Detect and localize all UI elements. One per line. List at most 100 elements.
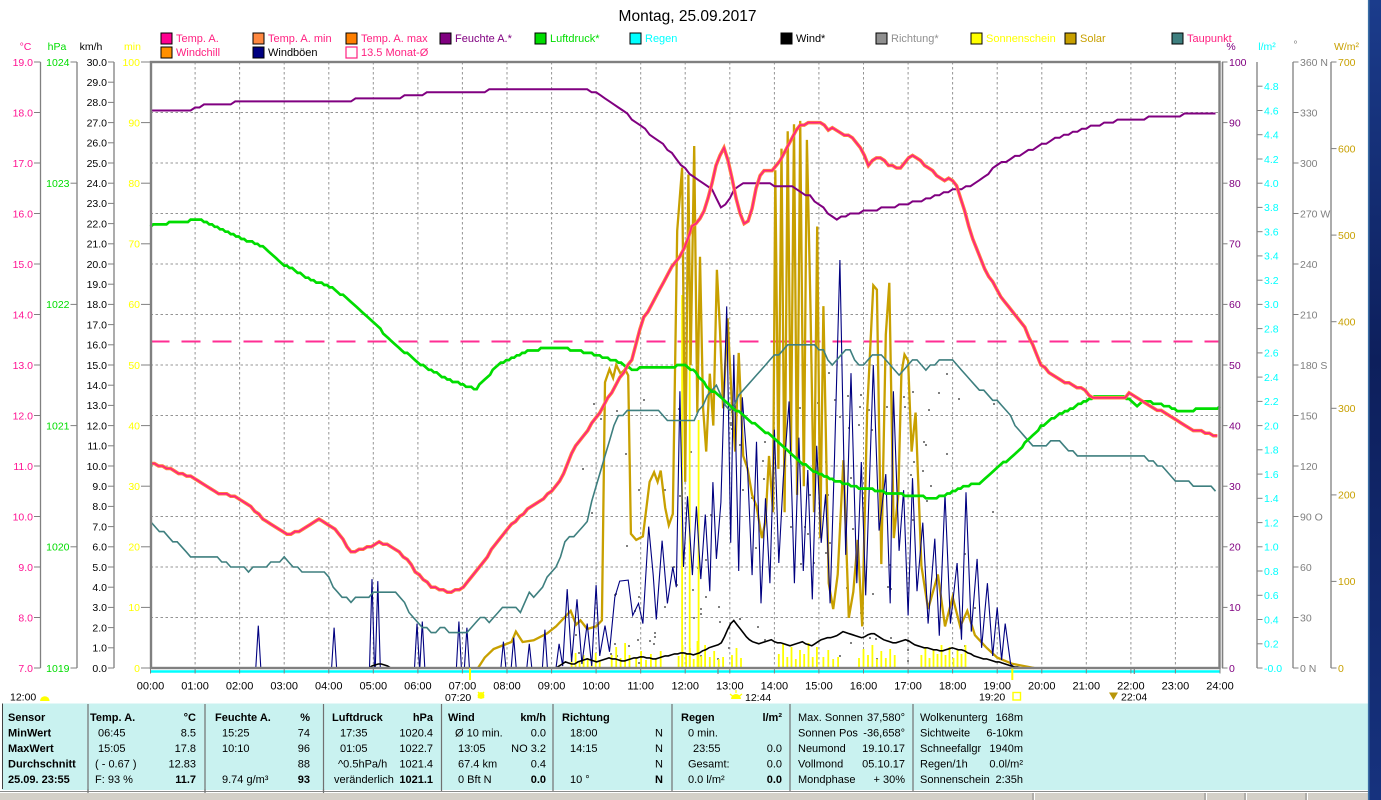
svg-text:23:55: 23:55 <box>693 743 721 755</box>
svg-text:17.0: 17.0 <box>13 158 34 170</box>
svg-text:Windböen: Windböen <box>268 47 318 59</box>
svg-text:Temp. A. max: Temp. A. max <box>361 33 428 45</box>
svg-text:1.8: 1.8 <box>1264 445 1279 457</box>
svg-text:Gesamt:: Gesamt: <box>688 758 730 770</box>
svg-text:13:05: 13:05 <box>458 743 486 755</box>
svg-text:26.0: 26.0 <box>87 138 108 150</box>
svg-text:8.0: 8.0 <box>92 501 107 513</box>
svg-text:1940m: 1940m <box>989 743 1023 755</box>
svg-text:2.0: 2.0 <box>92 622 107 634</box>
svg-text:l/m²: l/m² <box>1258 41 1276 53</box>
svg-text:17.0: 17.0 <box>87 319 108 331</box>
svg-text:Regen/1h: Regen/1h <box>920 758 968 770</box>
svg-text:100: 100 <box>1229 57 1247 69</box>
svg-text:7.0: 7.0 <box>92 521 107 533</box>
svg-text:05.10.17: 05.10.17 <box>862 758 905 770</box>
svg-text:93: 93 <box>298 774 310 786</box>
svg-text:Solar: Solar <box>1080 33 1106 45</box>
svg-text:02:00: 02:00 <box>226 681 254 693</box>
svg-text:0.2: 0.2 <box>1264 639 1279 651</box>
svg-text:18.0: 18.0 <box>87 299 108 311</box>
svg-text:37,580°: 37,580° <box>867 712 905 724</box>
svg-text:67.4 km: 67.4 km <box>458 758 497 770</box>
svg-text:0.0: 0.0 <box>767 743 782 755</box>
svg-text:10: 10 <box>1229 602 1241 614</box>
svg-text:30: 30 <box>128 481 140 493</box>
svg-text:80: 80 <box>128 178 140 190</box>
svg-text:18.0: 18.0 <box>13 107 34 119</box>
svg-text:Temp. A. min: Temp. A. min <box>268 33 332 45</box>
svg-text:9.0: 9.0 <box>92 481 107 493</box>
svg-text:( - 0.67 ): ( - 0.67 ) <box>95 758 137 770</box>
svg-text:Vollmond: Vollmond <box>798 758 843 770</box>
svg-text:2.0: 2.0 <box>1264 420 1279 432</box>
svg-text:01:00: 01:00 <box>181 681 209 693</box>
svg-text:100: 100 <box>1338 576 1356 588</box>
svg-text:14:00: 14:00 <box>761 681 789 693</box>
svg-text:24:00: 24:00 <box>1206 681 1234 693</box>
svg-text:22:04: 22:04 <box>1121 692 1147 704</box>
svg-text:60: 60 <box>1229 299 1241 311</box>
svg-text:°C: °C <box>20 41 32 53</box>
svg-text:90: 90 <box>128 117 140 129</box>
svg-text:03:00: 03:00 <box>270 681 298 693</box>
svg-text:21:00: 21:00 <box>1073 681 1101 693</box>
svg-text:3.2: 3.2 <box>1264 275 1279 287</box>
svg-text:16:00: 16:00 <box>850 681 878 693</box>
svg-text:NO 3.2: NO 3.2 <box>511 743 546 755</box>
svg-text:19.0: 19.0 <box>87 279 108 291</box>
svg-text:15.0: 15.0 <box>13 259 34 271</box>
svg-text:30: 30 <box>1300 612 1312 624</box>
svg-text:Wind*: Wind* <box>796 33 826 45</box>
svg-text:3.0: 3.0 <box>1264 299 1279 311</box>
svg-text:1023: 1023 <box>46 178 70 190</box>
svg-text:4.0: 4.0 <box>1264 178 1279 190</box>
svg-text:100: 100 <box>122 57 140 69</box>
svg-text:-0.0: -0.0 <box>1264 663 1282 675</box>
svg-text:Sonnenschein: Sonnenschein <box>986 33 1056 45</box>
svg-text:0: 0 <box>1338 663 1344 675</box>
svg-text:29.0: 29.0 <box>87 77 108 89</box>
svg-text:168m: 168m <box>995 712 1023 724</box>
svg-text:Richtung*: Richtung* <box>891 33 939 45</box>
svg-text:4.6: 4.6 <box>1264 105 1279 117</box>
svg-text:3.4: 3.4 <box>1264 251 1279 263</box>
svg-text:11.0: 11.0 <box>13 461 33 473</box>
svg-text:06:45: 06:45 <box>98 727 126 739</box>
svg-text:4.4: 4.4 <box>1264 130 1279 142</box>
svg-text:30: 30 <box>1229 481 1241 493</box>
svg-text:MaxWert: MaxWert <box>8 743 54 755</box>
svg-text:120: 120 <box>1300 461 1318 473</box>
svg-text:40: 40 <box>128 420 140 432</box>
svg-text:27.0: 27.0 <box>87 117 108 129</box>
svg-text:60: 60 <box>1300 562 1312 574</box>
svg-text:17.8: 17.8 <box>175 743 196 755</box>
svg-text:^0.5hPa/h: ^0.5hPa/h <box>338 758 387 770</box>
svg-text:hPa: hPa <box>48 41 67 53</box>
svg-text:0.0: 0.0 <box>531 774 546 786</box>
svg-text:74: 74 <box>298 727 310 739</box>
svg-text:W/m²: W/m² <box>1334 41 1360 53</box>
svg-text:1020.4: 1020.4 <box>399 727 433 739</box>
svg-text:15:05: 15:05 <box>98 743 126 755</box>
svg-text:1021.4: 1021.4 <box>399 758 433 770</box>
svg-text:Schneefallgr: Schneefallgr <box>920 743 981 755</box>
svg-text:17:35: 17:35 <box>340 727 368 739</box>
svg-text:10:10: 10:10 <box>222 743 250 755</box>
svg-text:88: 88 <box>298 758 310 770</box>
svg-text:18:00: 18:00 <box>939 681 967 693</box>
svg-text:°: ° <box>1293 39 1297 51</box>
svg-text:km/h: km/h <box>80 41 103 53</box>
svg-text:10.0: 10.0 <box>13 511 34 523</box>
svg-text:F: 93 %: F: 93 % <box>95 774 133 786</box>
svg-text:4.0: 4.0 <box>92 582 107 594</box>
svg-text:hPa: hPa <box>413 712 434 724</box>
svg-text:19:00: 19:00 <box>983 681 1011 693</box>
svg-text:11.0: 11.0 <box>87 441 107 453</box>
svg-text:07:20: 07:20 <box>445 692 471 704</box>
svg-text:9.74 g/m³: 9.74 g/m³ <box>222 774 269 786</box>
svg-text:96: 96 <box>298 743 310 755</box>
svg-text:Feuchte A.*: Feuchte A.* <box>455 33 513 45</box>
svg-text:0 min.: 0 min. <box>688 727 718 739</box>
svg-text:Wind: Wind <box>448 712 475 724</box>
